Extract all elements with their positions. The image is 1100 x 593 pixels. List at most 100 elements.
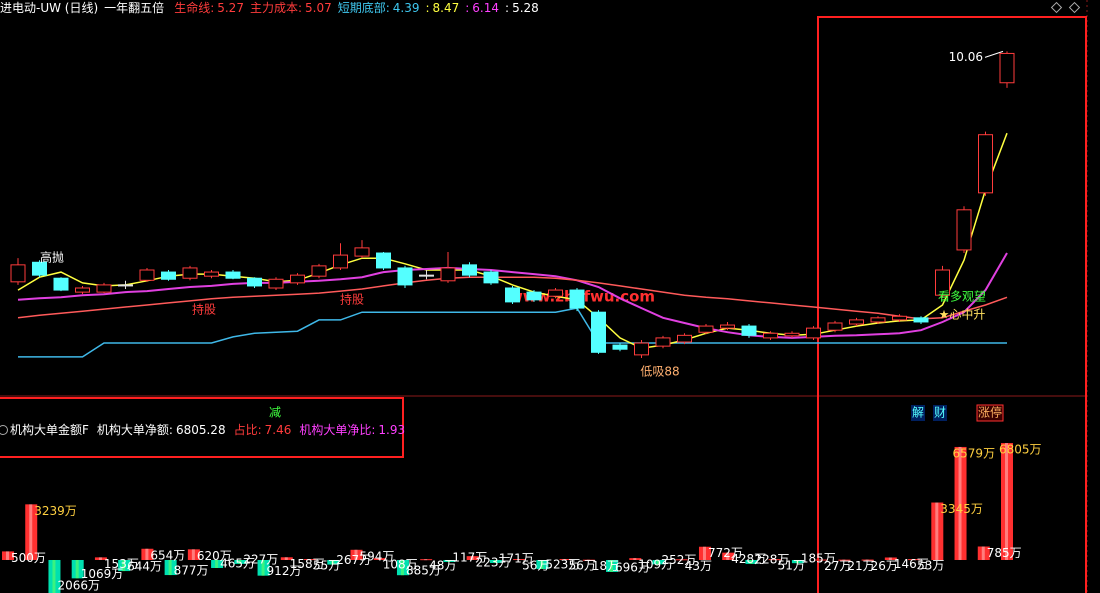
indicator-item: 占比: 7.46 (234, 422, 292, 438)
bar-highlight (819, 559, 823, 561)
bar-highlight (981, 546, 985, 560)
candle-body (247, 277, 262, 287)
value-label: 56万 (569, 559, 596, 573)
candle-body (892, 315, 907, 321)
candle-body (505, 287, 520, 303)
bar-highlight (656, 559, 660, 565)
candle-body (784, 332, 800, 337)
value-label: 465万 (220, 556, 255, 570)
candle-body (440, 267, 456, 282)
candle-body (161, 271, 176, 280)
bar-highlight (1005, 443, 1008, 560)
value-label: 885万 (406, 564, 441, 578)
item-label: 机构大单净额: (96, 423, 173, 437)
value-label: 171万 (499, 551, 534, 565)
indicator-line (18, 307, 1007, 358)
bar-highlight (215, 559, 219, 568)
icon[interactable] (1068, 1, 1081, 14)
icon[interactable] (1050, 1, 1063, 14)
bar-highlight (331, 559, 335, 565)
candle-body (139, 269, 155, 281)
candle-body (763, 332, 778, 339)
bar-highlight (493, 559, 497, 563)
candle-body (397, 267, 413, 286)
item-label: : (465, 1, 470, 15)
header-item: :8.47 (425, 0, 459, 16)
value-label: 2066万 (57, 579, 100, 593)
signal-box (911, 405, 925, 421)
bar-highlight (284, 557, 288, 560)
header-item: 短期底部: 4.39 (338, 0, 420, 16)
value-label: 153万 (104, 557, 139, 571)
candle-body (956, 209, 972, 251)
candle-body (526, 291, 542, 301)
value-label: 227万 (243, 552, 278, 566)
value-label: 500万 (11, 551, 46, 565)
item-label: : (425, 1, 430, 15)
value-label: 428万 (731, 552, 766, 566)
bar-highlight (400, 559, 404, 576)
header-item: 主力成本: 5.07 (250, 0, 332, 16)
item-value: 1.93 (378, 423, 406, 437)
annotation: 低吸88 (640, 365, 679, 379)
candle-body (376, 252, 391, 269)
high-pointer (984, 50, 1004, 58)
candle-body (935, 269, 950, 296)
candle-body (268, 278, 284, 289)
signal: 解 (912, 406, 924, 420)
value-label: 6805万 (999, 443, 1042, 457)
value-label: 267万 (336, 553, 371, 567)
bar-highlight (261, 559, 265, 576)
value-label: 51万 (778, 559, 805, 573)
candle-body (462, 264, 477, 276)
candle-body (354, 247, 370, 257)
candle-body (978, 134, 993, 194)
candle-body (118, 284, 133, 287)
value-label: 523万 (545, 557, 580, 571)
annotation: 持股 (192, 302, 216, 317)
bar-highlight (424, 559, 428, 561)
candle-body (913, 317, 929, 323)
value-label: 26万 (871, 559, 898, 573)
candle-body (290, 274, 305, 284)
value-label: 117万 (452, 551, 487, 565)
candle-body (677, 334, 692, 343)
bar-highlight (377, 558, 381, 560)
value-label: 109万 (638, 558, 673, 572)
indicator-name: 一年翻五倍 (104, 1, 165, 15)
value-label: 654万 (150, 548, 185, 562)
bar-highlight (610, 559, 614, 572)
value-label: 53万 (917, 559, 944, 573)
icon[interactable] (0, 425, 8, 435)
header: 进电动-UW (日线) 一年翻五倍 生命线: 5.27 主力成本: 5.07 短期底部:… (0, 0, 539, 16)
signal: 涨停 (978, 405, 1002, 420)
candle-body (806, 327, 821, 339)
indicator-line (17, 276, 1008, 320)
header-item: :5.28 (505, 0, 539, 16)
indicator-item: 机构大单净比: 1.93 (299, 422, 405, 438)
item-value: 5.27 (217, 1, 244, 15)
bar-highlight (888, 557, 892, 560)
candle-body (96, 284, 112, 293)
candle-body (483, 271, 499, 284)
candle-body (10, 264, 26, 283)
annotation: 持股 (340, 292, 364, 307)
bar-highlight (842, 559, 846, 561)
candle-body (870, 317, 886, 323)
value-label: 1069万 (81, 567, 124, 581)
bar-highlight (772, 559, 776, 561)
item-label: : (505, 1, 510, 15)
bar-highlight (191, 549, 195, 560)
bar-highlight (122, 559, 126, 572)
bar-highlight (958, 446, 962, 560)
candle-body (75, 287, 90, 293)
signal-box (933, 405, 947, 421)
value-label: 3239万 (34, 504, 77, 518)
value-label: 27万 (824, 559, 851, 573)
candle-body (634, 342, 649, 356)
candle-body (720, 324, 735, 329)
value-label: 696万 (615, 560, 650, 574)
bar-highlight (726, 552, 730, 560)
bar-highlight (145, 548, 149, 560)
